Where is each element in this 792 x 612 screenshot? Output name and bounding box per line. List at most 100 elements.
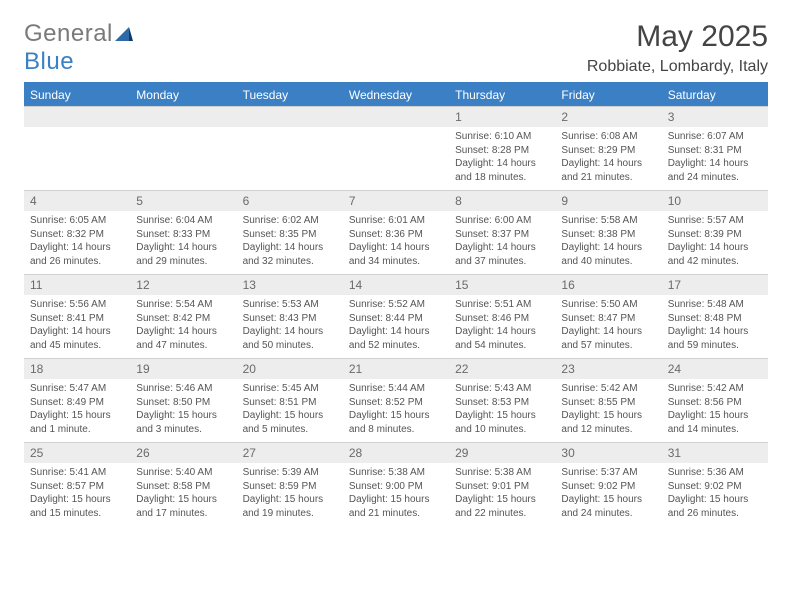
weeks-container: 1Sunrise: 6:10 AMSunset: 8:28 PMDaylight… <box>24 106 768 526</box>
day-cell: 9Sunrise: 5:58 AMSunset: 8:38 PMDaylight… <box>555 191 661 274</box>
week-row: 4Sunrise: 6:05 AMSunset: 8:32 PMDaylight… <box>24 190 768 274</box>
day-cell <box>130 107 236 190</box>
day-number: 8 <box>449 191 555 211</box>
sunset-text: Sunset: 8:36 PM <box>349 228 443 242</box>
daylight-text: Daylight: 15 hours and 5 minutes. <box>243 409 337 436</box>
day-number <box>130 107 236 127</box>
day-details: Sunrise: 5:43 AMSunset: 8:53 PMDaylight:… <box>449 379 555 442</box>
day-number: 9 <box>555 191 661 211</box>
day-cell: 2Sunrise: 6:08 AMSunset: 8:29 PMDaylight… <box>555 107 661 190</box>
daylight-text: Daylight: 15 hours and 12 minutes. <box>561 409 655 436</box>
sunset-text: Sunset: 8:46 PM <box>455 312 549 326</box>
daylight-text: Daylight: 15 hours and 3 minutes. <box>136 409 230 436</box>
daylight-text: Daylight: 14 hours and 18 minutes. <box>455 157 549 184</box>
title-block: May 2025 Robbiate, Lombardy, Italy <box>587 20 768 76</box>
sunset-text: Sunset: 8:48 PM <box>668 312 762 326</box>
day-details: Sunrise: 5:42 AMSunset: 8:55 PMDaylight:… <box>555 379 661 442</box>
sunrise-text: Sunrise: 5:44 AM <box>349 382 443 396</box>
day-number: 18 <box>24 359 130 379</box>
day-cell: 23Sunrise: 5:42 AMSunset: 8:55 PMDayligh… <box>555 359 661 442</box>
weekday-thursday: Thursday <box>449 84 555 106</box>
day-details <box>24 127 130 136</box>
day-details: Sunrise: 5:44 AMSunset: 8:52 PMDaylight:… <box>343 379 449 442</box>
day-details: Sunrise: 5:53 AMSunset: 8:43 PMDaylight:… <box>237 295 343 358</box>
sunrise-text: Sunrise: 5:53 AM <box>243 298 337 312</box>
day-details: Sunrise: 5:41 AMSunset: 8:57 PMDaylight:… <box>24 463 130 526</box>
day-details: Sunrise: 6:00 AMSunset: 8:37 PMDaylight:… <box>449 211 555 274</box>
day-cell: 15Sunrise: 5:51 AMSunset: 8:46 PMDayligh… <box>449 275 555 358</box>
day-number: 14 <box>343 275 449 295</box>
day-cell: 3Sunrise: 6:07 AMSunset: 8:31 PMDaylight… <box>662 107 768 190</box>
day-details <box>237 127 343 136</box>
sunrise-text: Sunrise: 5:39 AM <box>243 466 337 480</box>
weekday-header-row: Sunday Monday Tuesday Wednesday Thursday… <box>24 84 768 106</box>
sunset-text: Sunset: 8:28 PM <box>455 144 549 158</box>
day-number <box>24 107 130 127</box>
sunrise-text: Sunrise: 5:48 AM <box>668 298 762 312</box>
sunrise-text: Sunrise: 5:54 AM <box>136 298 230 312</box>
day-cell: 31Sunrise: 5:36 AMSunset: 9:02 PMDayligh… <box>662 443 768 526</box>
sunrise-text: Sunrise: 5:45 AM <box>243 382 337 396</box>
day-number <box>343 107 449 127</box>
day-number: 6 <box>237 191 343 211</box>
sunset-text: Sunset: 8:59 PM <box>243 480 337 494</box>
day-details: Sunrise: 5:37 AMSunset: 9:02 PMDaylight:… <box>555 463 661 526</box>
daylight-text: Daylight: 14 hours and 24 minutes. <box>668 157 762 184</box>
day-details: Sunrise: 5:51 AMSunset: 8:46 PMDaylight:… <box>449 295 555 358</box>
sunset-text: Sunset: 9:02 PM <box>668 480 762 494</box>
day-number: 25 <box>24 443 130 463</box>
sunset-text: Sunset: 8:32 PM <box>30 228 124 242</box>
day-cell: 26Sunrise: 5:40 AMSunset: 8:58 PMDayligh… <box>130 443 236 526</box>
day-details: Sunrise: 5:58 AMSunset: 8:38 PMDaylight:… <box>555 211 661 274</box>
day-details: Sunrise: 6:02 AMSunset: 8:35 PMDaylight:… <box>237 211 343 274</box>
day-details: Sunrise: 5:46 AMSunset: 8:50 PMDaylight:… <box>130 379 236 442</box>
daylight-text: Daylight: 14 hours and 47 minutes. <box>136 325 230 352</box>
daylight-text: Daylight: 15 hours and 14 minutes. <box>668 409 762 436</box>
day-number: 17 <box>662 275 768 295</box>
day-cell: 22Sunrise: 5:43 AMSunset: 8:53 PMDayligh… <box>449 359 555 442</box>
daylight-text: Daylight: 15 hours and 8 minutes. <box>349 409 443 436</box>
daylight-text: Daylight: 14 hours and 37 minutes. <box>455 241 549 268</box>
day-number: 31 <box>662 443 768 463</box>
day-number: 7 <box>343 191 449 211</box>
day-number: 26 <box>130 443 236 463</box>
sunset-text: Sunset: 8:51 PM <box>243 396 337 410</box>
sunset-text: Sunset: 8:47 PM <box>561 312 655 326</box>
sunrise-text: Sunrise: 5:46 AM <box>136 382 230 396</box>
day-details: Sunrise: 6:08 AMSunset: 8:29 PMDaylight:… <box>555 127 661 190</box>
daylight-text: Daylight: 14 hours and 57 minutes. <box>561 325 655 352</box>
sunrise-text: Sunrise: 6:07 AM <box>668 130 762 144</box>
day-number: 2 <box>555 107 661 127</box>
sunset-text: Sunset: 8:35 PM <box>243 228 337 242</box>
day-number: 21 <box>343 359 449 379</box>
sunrise-text: Sunrise: 5:40 AM <box>136 466 230 480</box>
week-row: 18Sunrise: 5:47 AMSunset: 8:49 PMDayligh… <box>24 358 768 442</box>
daylight-text: Daylight: 14 hours and 32 minutes. <box>243 241 337 268</box>
day-cell: 10Sunrise: 5:57 AMSunset: 8:39 PMDayligh… <box>662 191 768 274</box>
daylight-text: Daylight: 14 hours and 26 minutes. <box>30 241 124 268</box>
day-number: 24 <box>662 359 768 379</box>
week-row: 25Sunrise: 5:41 AMSunset: 8:57 PMDayligh… <box>24 442 768 526</box>
sunset-text: Sunset: 8:41 PM <box>30 312 124 326</box>
day-cell: 30Sunrise: 5:37 AMSunset: 9:02 PMDayligh… <box>555 443 661 526</box>
logo-word-general: General <box>24 20 113 47</box>
sunrise-text: Sunrise: 5:38 AM <box>349 466 443 480</box>
day-number: 1 <box>449 107 555 127</box>
logo-sail-icon <box>115 20 133 48</box>
day-cell: 19Sunrise: 5:46 AMSunset: 8:50 PMDayligh… <box>130 359 236 442</box>
day-details: Sunrise: 6:07 AMSunset: 8:31 PMDaylight:… <box>662 127 768 190</box>
sunrise-text: Sunrise: 5:52 AM <box>349 298 443 312</box>
day-number: 19 <box>130 359 236 379</box>
sunrise-text: Sunrise: 5:41 AM <box>30 466 124 480</box>
sunrise-text: Sunrise: 5:42 AM <box>668 382 762 396</box>
sunset-text: Sunset: 8:56 PM <box>668 396 762 410</box>
daylight-text: Daylight: 15 hours and 26 minutes. <box>668 493 762 520</box>
day-number: 28 <box>343 443 449 463</box>
sunset-text: Sunset: 8:42 PM <box>136 312 230 326</box>
day-cell: 13Sunrise: 5:53 AMSunset: 8:43 PMDayligh… <box>237 275 343 358</box>
sunset-text: Sunset: 8:53 PM <box>455 396 549 410</box>
day-number: 10 <box>662 191 768 211</box>
daylight-text: Daylight: 15 hours and 19 minutes. <box>243 493 337 520</box>
daylight-text: Daylight: 14 hours and 52 minutes. <box>349 325 443 352</box>
daylight-text: Daylight: 14 hours and 45 minutes. <box>30 325 124 352</box>
